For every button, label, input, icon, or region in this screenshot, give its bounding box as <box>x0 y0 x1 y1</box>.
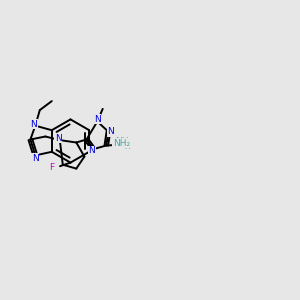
Text: N: N <box>55 134 62 142</box>
Text: N: N <box>30 120 37 129</box>
Text: N: N <box>107 127 114 136</box>
Text: N: N <box>94 115 101 124</box>
Text: H: H <box>124 142 130 151</box>
Text: NH: NH <box>116 137 129 146</box>
Text: NH₂: NH₂ <box>113 139 130 148</box>
Text: N: N <box>88 146 95 155</box>
Text: N: N <box>32 154 39 163</box>
Text: F: F <box>49 164 55 172</box>
